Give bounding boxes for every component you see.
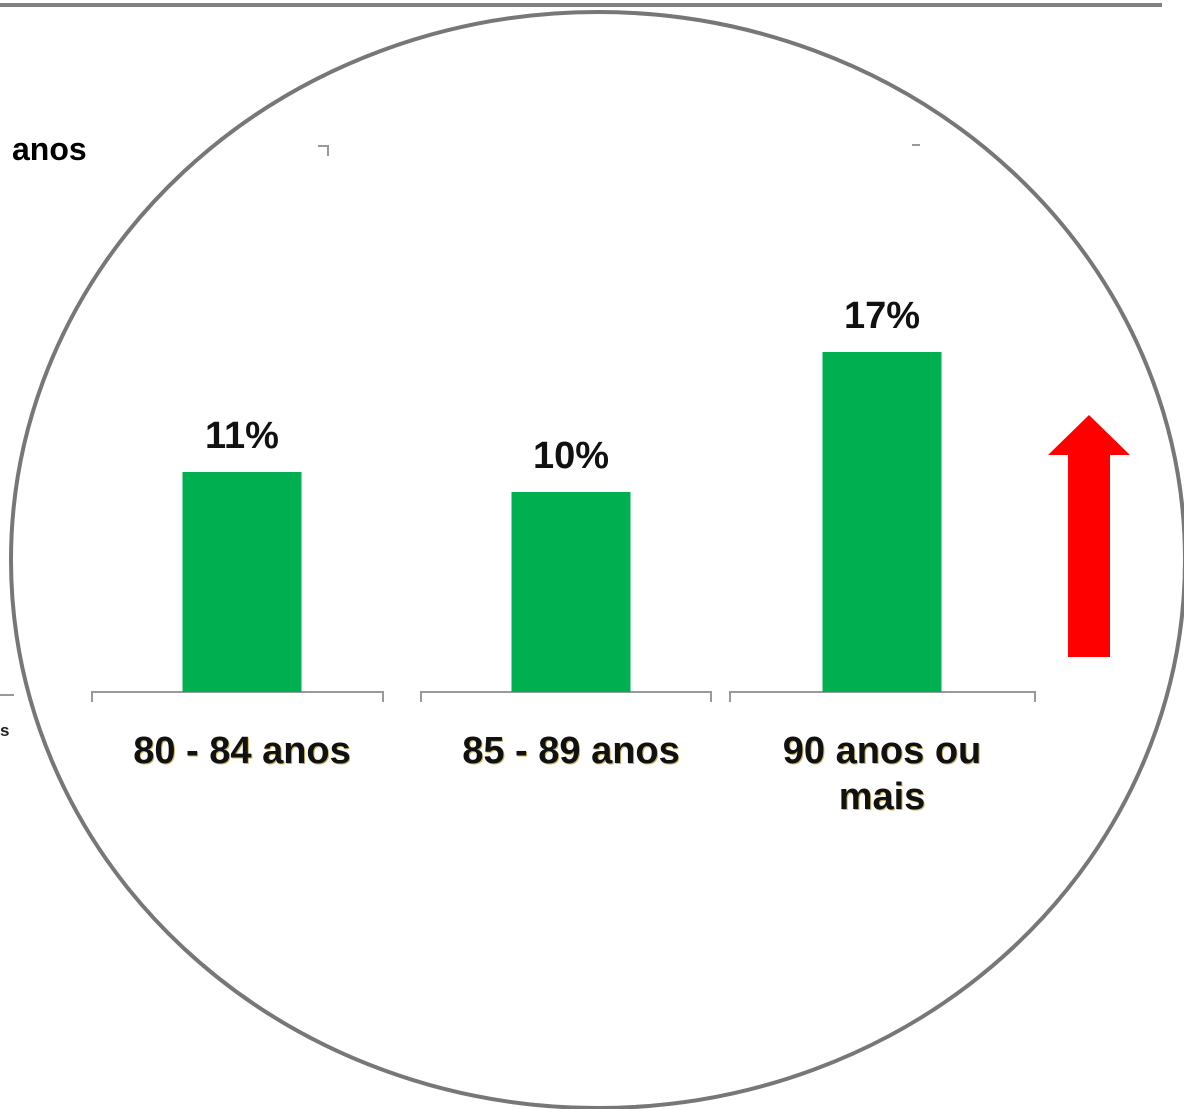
data-label: 11% <box>205 415 279 457</box>
up-arrow <box>1048 415 1130 657</box>
annotation: s <box>0 721 9 740</box>
x-tick-label: 85 - 89 anos <box>462 730 680 772</box>
axis-segment <box>91 691 384 702</box>
data-label: 10% <box>533 435 609 477</box>
axis-segment <box>729 691 1036 702</box>
corner-mark <box>318 145 329 156</box>
annotation: anos <box>12 131 87 167</box>
axis-segment <box>420 691 712 702</box>
highlight-ellipse <box>9 10 1184 1109</box>
bar <box>822 352 942 692</box>
bar <box>182 472 302 692</box>
x-tick-label: 80 - 84 anos <box>133 730 351 772</box>
x-tick-label: 90 anos ou mais <box>782 730 982 818</box>
bar <box>511 492 631 692</box>
data-label: 17% <box>844 295 920 337</box>
